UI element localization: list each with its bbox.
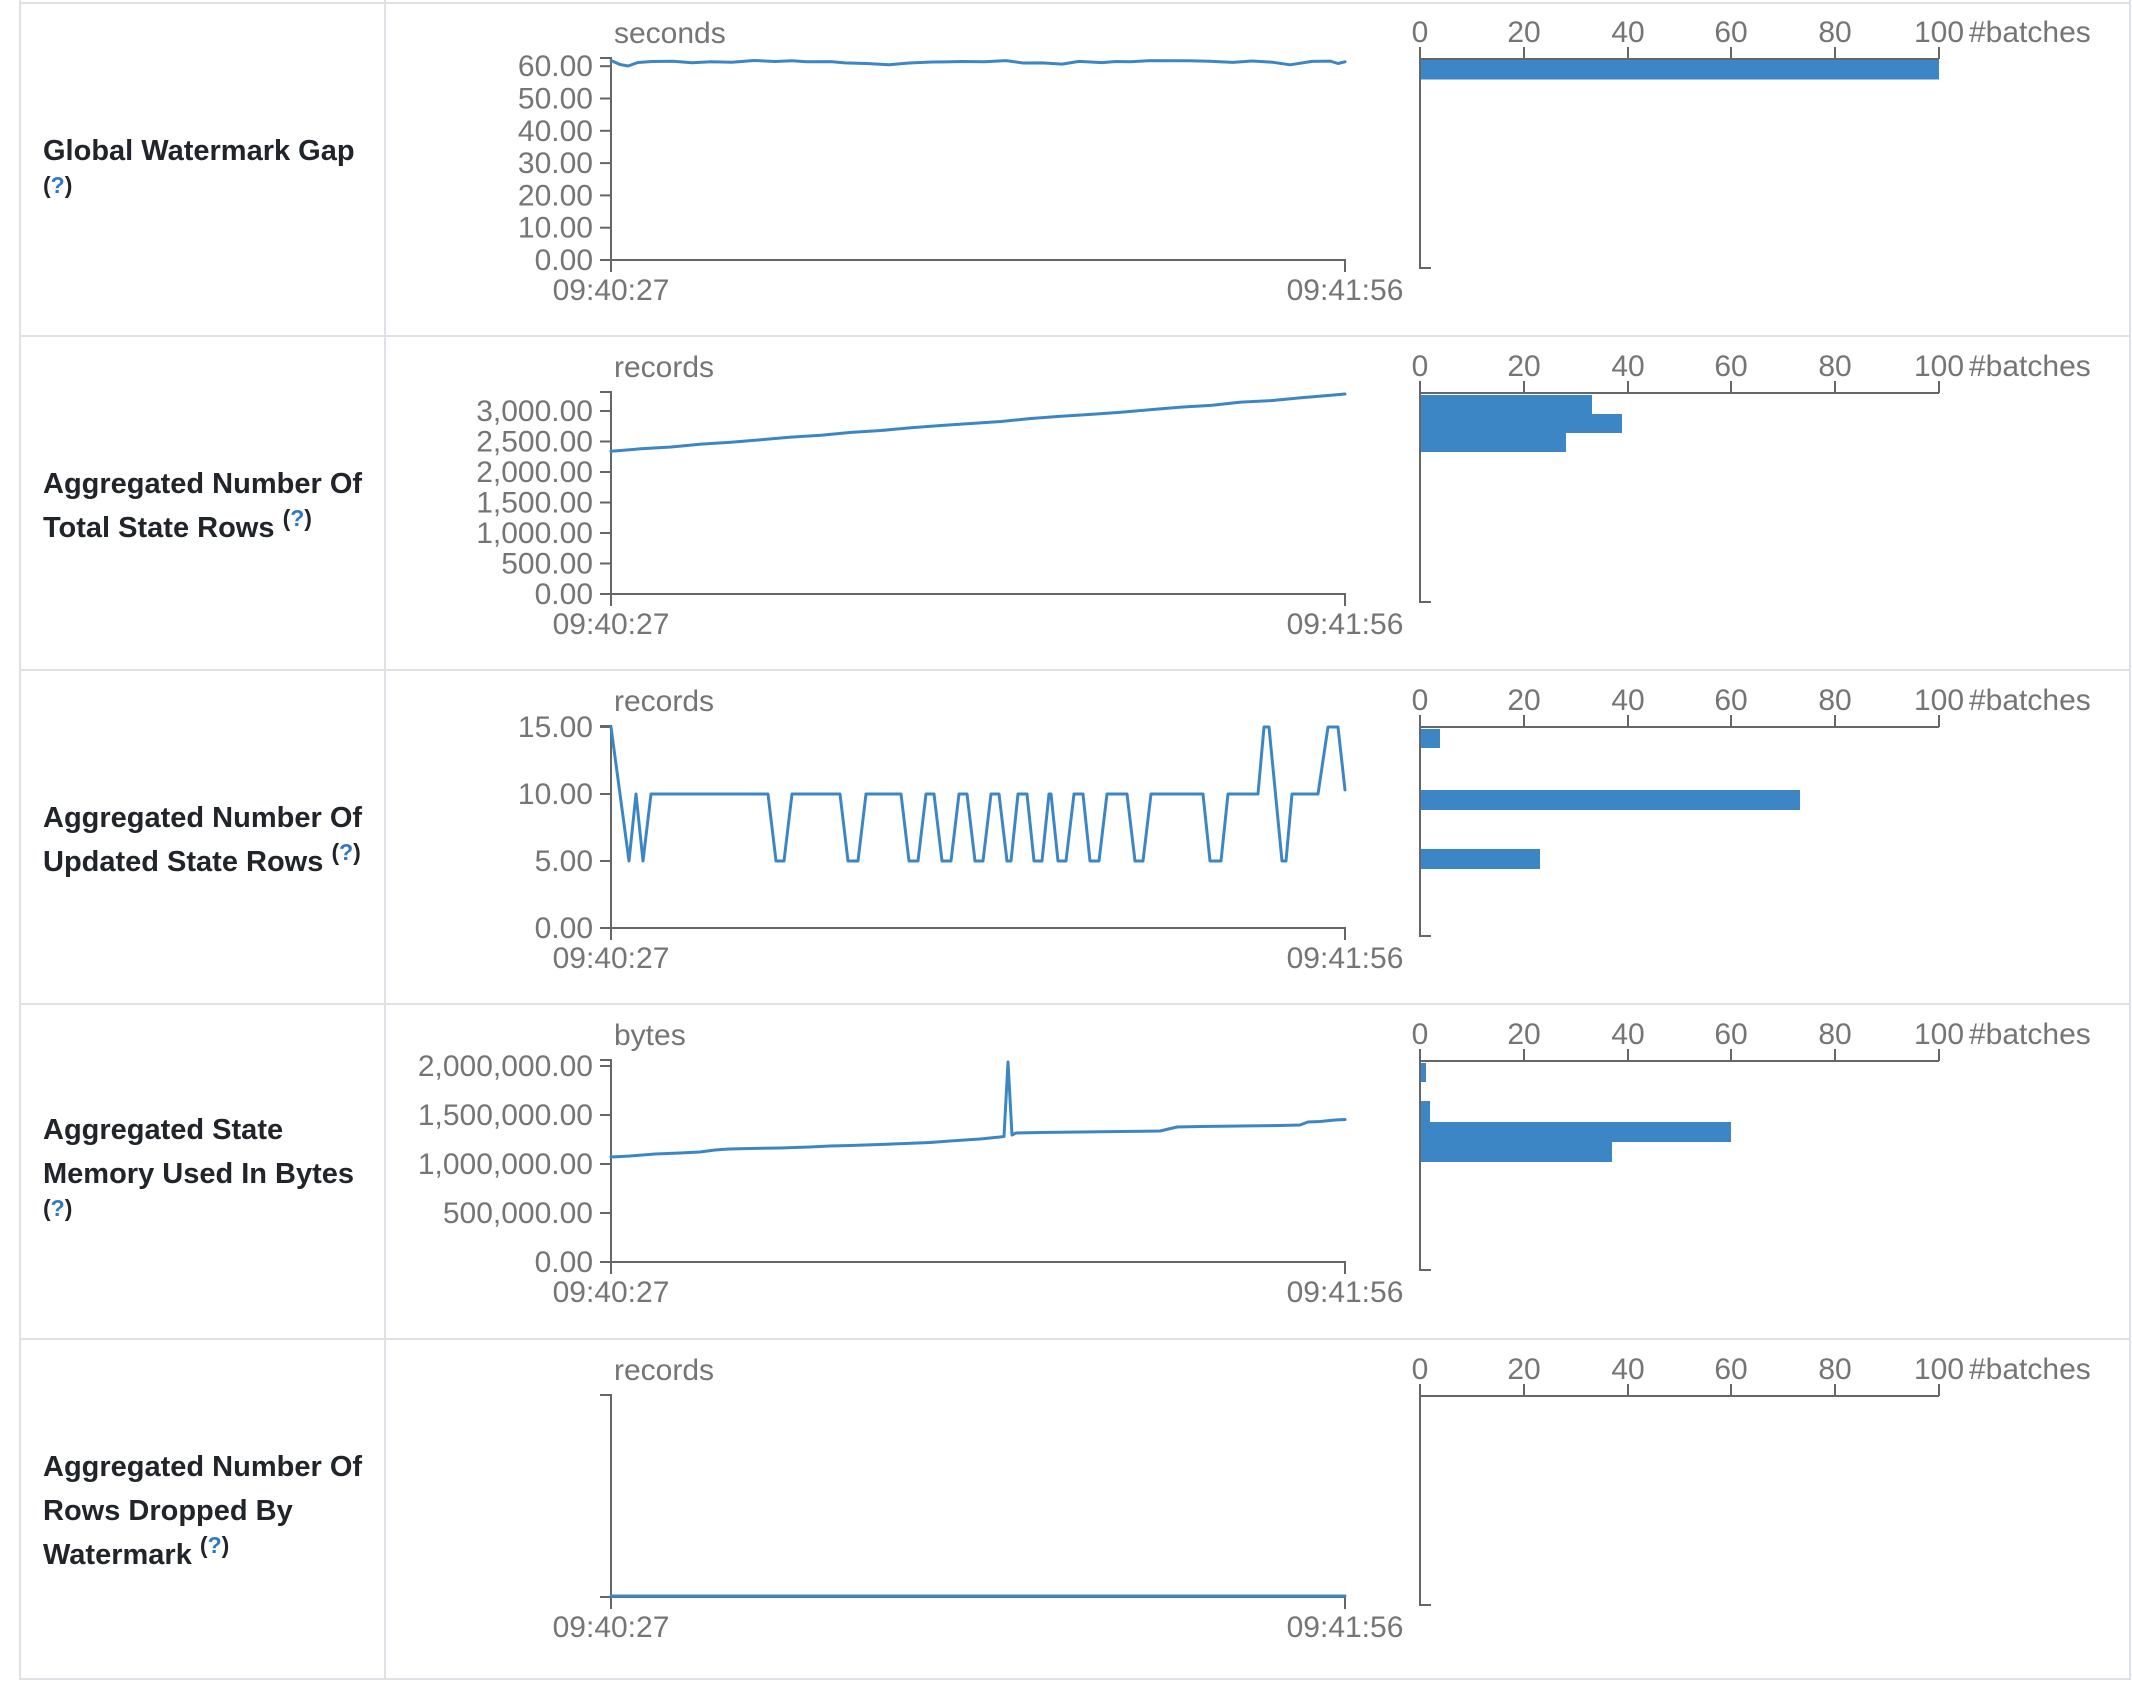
svg-text:60: 60 [1714,1353,1747,1386]
svg-text:100: 100 [1914,350,1964,383]
svg-text:1,000.00: 1,000.00 [476,517,593,550]
svg-text:80: 80 [1818,350,1851,383]
svg-text:09:41:56: 09:41:56 [1287,942,1404,975]
svg-text:10.00: 10.00 [518,212,593,245]
svg-text:40: 40 [1611,1018,1644,1051]
svg-text:80: 80 [1818,1353,1851,1386]
svg-text:09:40:27: 09:40:27 [553,942,670,975]
svg-text:1,500,000.00: 1,500,000.00 [418,1099,593,1132]
svg-text:0: 0 [1412,1018,1429,1051]
svg-text:0.00: 0.00 [535,578,593,611]
svg-text:40: 40 [1611,1353,1644,1386]
svg-text:40.00: 40.00 [518,115,593,148]
svg-text:records: records [614,1354,714,1387]
svg-text:20: 20 [1507,16,1540,49]
svg-text:09:40:27: 09:40:27 [553,1611,670,1644]
svg-text:100: 100 [1914,16,1964,49]
svg-text:0: 0 [1412,684,1429,717]
svg-text:15.00: 15.00 [518,711,593,744]
svg-text:40: 40 [1611,684,1644,717]
svg-text:500.00: 500.00 [501,548,593,581]
svg-text:0.00: 0.00 [535,1246,593,1279]
svg-text:60: 60 [1714,684,1747,717]
svg-text:records: records [614,685,714,718]
svg-text:20: 20 [1507,350,1540,383]
svg-text:records: records [614,351,714,384]
svg-text:#batches: #batches [1969,16,2091,49]
svg-text:#batches: #batches [1969,1353,2091,1386]
svg-text:#batches: #batches [1969,1018,2091,1051]
svg-text:bytes: bytes [614,1019,686,1052]
svg-text:60: 60 [1714,350,1747,383]
svg-text:1,500.00: 1,500.00 [476,487,593,520]
svg-text:0.00: 0.00 [535,244,593,277]
svg-text:0.00: 0.00 [535,912,593,945]
svg-text:100: 100 [1914,1018,1964,1051]
svg-text:2,000,000.00: 2,000,000.00 [418,1050,593,1083]
svg-text:09:40:27: 09:40:27 [553,1276,670,1309]
svg-text:0: 0 [1412,1353,1429,1386]
svg-text:20.00: 20.00 [518,179,593,212]
svg-text:40: 40 [1611,350,1644,383]
svg-text:50.00: 50.00 [518,83,593,116]
svg-text:60: 60 [1714,1018,1747,1051]
svg-text:30.00: 30.00 [518,147,593,180]
svg-text:#batches: #batches [1969,350,2091,383]
svg-text:09:41:56: 09:41:56 [1287,608,1404,641]
svg-text:80: 80 [1818,1018,1851,1051]
svg-text:2,500.00: 2,500.00 [476,426,593,459]
svg-text:100: 100 [1914,684,1964,717]
svg-text:3,000.00: 3,000.00 [476,395,593,428]
svg-text:09:40:27: 09:40:27 [553,274,670,307]
svg-text:09:41:56: 09:41:56 [1287,1276,1404,1309]
svg-text:09:41:56: 09:41:56 [1287,1611,1404,1644]
svg-text:seconds: seconds [614,17,726,50]
svg-text:60.00: 60.00 [518,50,593,83]
svg-text:#batches: #batches [1969,684,2091,717]
svg-text:2,000.00: 2,000.00 [476,456,593,489]
svg-text:80: 80 [1818,684,1851,717]
svg-text:10.00: 10.00 [518,778,593,811]
svg-text:20: 20 [1507,684,1540,717]
svg-text:40: 40 [1611,16,1644,49]
svg-text:1,000,000.00: 1,000,000.00 [418,1148,593,1181]
svg-text:5.00: 5.00 [535,845,593,878]
svg-text:60: 60 [1714,16,1747,49]
svg-text:09:40:27: 09:40:27 [553,608,670,641]
svg-text:09:41:56: 09:41:56 [1287,274,1404,307]
svg-text:0: 0 [1412,350,1429,383]
svg-text:20: 20 [1507,1018,1540,1051]
svg-text:0: 0 [1412,16,1429,49]
svg-text:80: 80 [1818,16,1851,49]
svg-text:500,000.00: 500,000.00 [443,1197,593,1230]
svg-text:100: 100 [1914,1353,1964,1386]
svg-text:20: 20 [1507,1353,1540,1386]
